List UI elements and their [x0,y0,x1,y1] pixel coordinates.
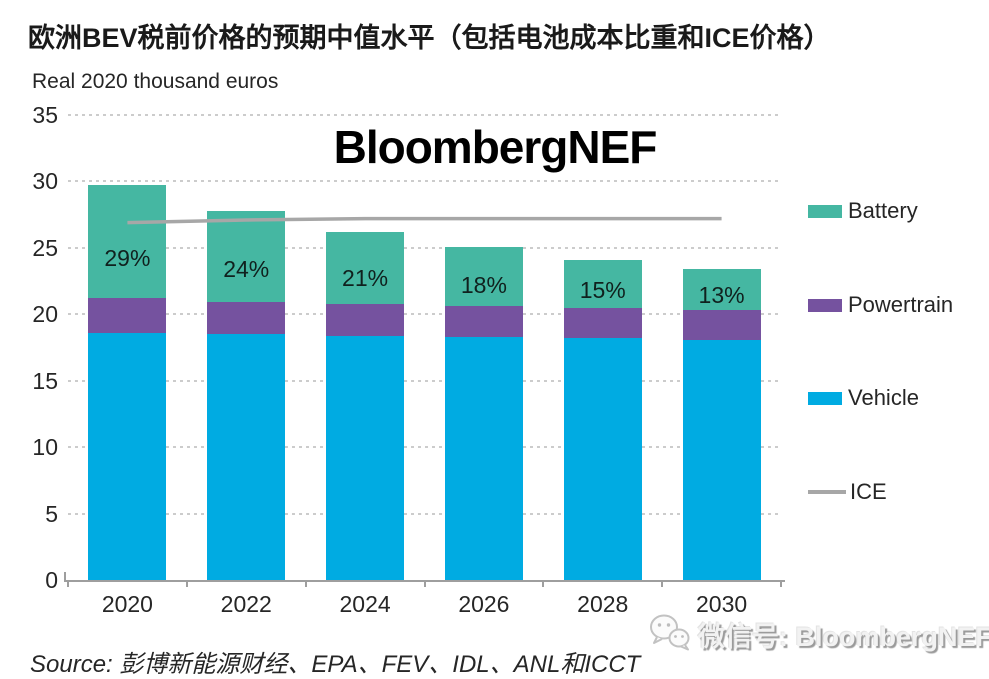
bar-segment-battery [444,246,523,307]
axis-tick [67,580,69,587]
y-tick-label: 25 [32,234,58,261]
legend-label: Battery [848,198,918,223]
gridline-25 [68,246,781,249]
axis-tick [304,580,307,587]
legend-label: ICE [850,479,887,504]
bar-segment-powertrain [326,303,405,336]
axis-tick [780,580,782,587]
gridline-35 [68,114,781,116]
bar-segment-vehicle [207,334,286,580]
y-tick-label: 5 [45,500,58,527]
x-tick-label: 2022 [220,591,272,617]
axis-tick [542,580,545,587]
bar-segment-battery [563,259,642,308]
gridline-15 [68,379,781,382]
y-axis-stub [64,572,66,580]
battery-share-label: 15% [579,277,626,304]
gridline-10 [68,446,781,449]
x-tick-label: 2030 [695,591,748,617]
axis-tick [185,580,188,587]
source-text: Source: 彭博新能源财经、EPA、FEV、IDL、ANL和ICCT [30,651,641,678]
legend-swatch-battery [808,204,842,218]
bar-segment-battery [326,231,405,304]
bar-segment-vehicle [563,338,642,580]
y-tick-label: 35 [32,102,58,128]
bar-segment-battery [88,185,167,299]
battery-share-label: 13% [698,282,745,309]
legend-item-vehicle: Vehicle [808,385,919,411]
battery-share-label: 18% [460,271,507,298]
legend-item-powertrain: Powertrain [808,292,953,318]
legend-swatch-vehicle [808,391,842,405]
bar-segment-vehicle [682,339,761,580]
legend-swatch-powertrain [808,298,842,312]
y-tick-label: 20 [32,301,58,328]
y-tick-label: 15 [32,367,58,394]
wechat-icon [648,612,692,657]
axis-tick [423,580,426,587]
bar-segment-powertrain [444,306,523,337]
legend-item-ice: ICE [808,479,887,505]
bar-segment-powertrain [682,310,761,340]
y-tick-label: 0 [45,567,58,593]
y-tick-label: 10 [32,434,58,461]
bloombergnef-watermark: BloombergNEF [333,121,658,173]
legend-label: Vehicle [848,385,919,410]
gridline-20 [68,313,781,316]
battery-share-label: 21% [342,264,389,291]
x-tick-label: 2028 [577,591,629,617]
page-title: 欧洲BEV税前价格的预期中值水平（包括电池成本比重和ICE价格） [28,23,831,53]
x-tick-label: 2026 [458,591,510,617]
legend-item-battery: Battery [808,198,918,224]
bar-segment-powertrain [88,298,167,333]
wechat-account-label: 微信号: BloombergNEF [698,622,989,652]
x-tick-label: 2020 [101,591,153,617]
y-axis-title: Real 2020 thousand euros [32,70,279,93]
y-tick-label: 30 [32,168,58,195]
bar-segment-powertrain [563,307,642,339]
bar-segment-vehicle [444,336,523,580]
battery-share-label: 24% [223,256,270,283]
bar-segment-battery [682,269,761,311]
axis-tick [661,580,664,587]
battery-share-label: 29% [104,244,151,271]
legend-swatch-ice [808,490,846,494]
wechat-watermark: 微信号: BloombergNEF [648,612,989,657]
bar-segment-vehicle [88,332,167,580]
gridline-30 [68,180,781,183]
x-tick-label: 2024 [339,591,391,617]
gridline-5 [68,512,781,515]
bar-segment-vehicle [326,335,405,580]
legend-label: Powertrain [848,292,954,317]
bar-segment-battery [207,210,286,303]
bar-segment-powertrain [207,302,286,335]
